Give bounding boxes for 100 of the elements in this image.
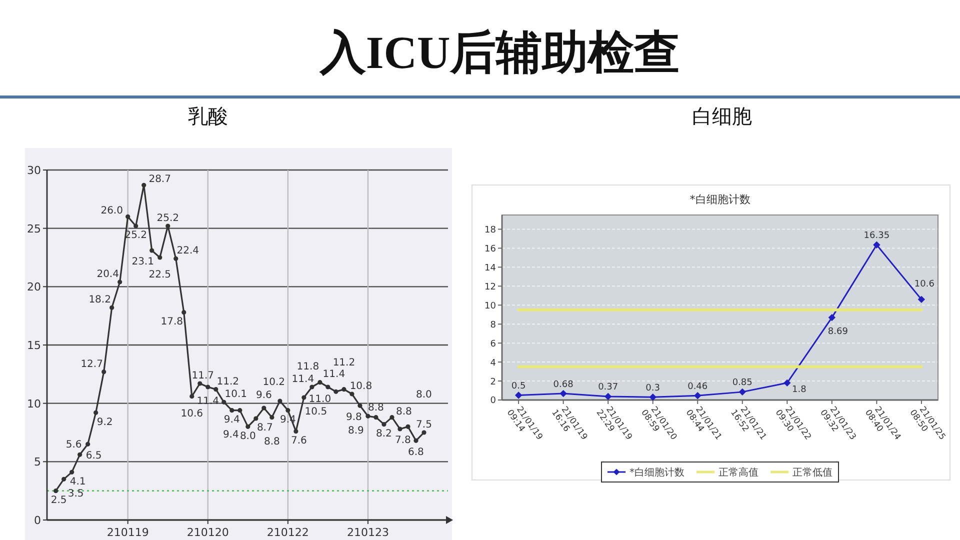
data-label: 22.4	[176, 246, 199, 257]
y-tick-label: 20	[27, 280, 41, 294]
point	[604, 392, 612, 400]
chart-subtitle: 乳酸	[188, 106, 228, 128]
point	[262, 406, 266, 410]
point	[150, 248, 154, 253]
x-tick-label: 210120	[186, 526, 229, 539]
y-tick-label: 25	[27, 222, 41, 236]
point	[110, 305, 114, 310]
data-label: 0.46	[688, 382, 708, 392]
data-label: 10.5	[304, 406, 328, 418]
data-label: 12.7	[80, 358, 103, 370]
point	[190, 394, 194, 399]
data-label: 28.7	[148, 174, 171, 186]
point	[560, 390, 567, 398]
data-label: 5.6	[66, 440, 82, 451]
data-label: 11.4	[322, 369, 346, 380]
data-label: 20.4	[96, 269, 119, 280]
data-label: 9.8	[346, 412, 362, 423]
point	[286, 408, 290, 413]
point	[358, 403, 362, 408]
point	[318, 380, 322, 385]
data-label: 8.7	[256, 422, 273, 434]
data-label: 9.6	[256, 390, 272, 401]
data-label: 22.5	[148, 270, 171, 281]
data-label: 11.8	[296, 361, 320, 372]
point	[70, 470, 74, 474]
chart-title: 白细胞	[692, 106, 752, 128]
data-label: 10.8	[350, 381, 372, 392]
data-label: 25.2	[124, 230, 147, 242]
point	[126, 214, 130, 219]
y-tick-label: 10	[484, 301, 496, 312]
y-tick-label: 2	[490, 377, 496, 388]
point	[54, 488, 58, 494]
point	[230, 408, 234, 413]
y-tick-label: 8	[490, 320, 496, 330]
point	[342, 387, 346, 392]
y-tick-label: 18	[484, 225, 496, 236]
point	[694, 392, 702, 400]
point	[422, 430, 426, 435]
x-tick-label: 210123	[346, 526, 389, 539]
data-label: 0.3	[646, 383, 660, 394]
data-label: 6.5	[86, 450, 102, 462]
y-tick-label: 30	[27, 164, 41, 177]
point	[873, 241, 880, 248]
data-label: 0.5	[511, 381, 526, 392]
point	[158, 255, 162, 260]
point	[142, 182, 146, 188]
point	[828, 314, 836, 322]
point	[310, 384, 314, 390]
point	[294, 429, 298, 434]
data-label: 0.85	[732, 378, 752, 388]
chart-subtitle: *白细胞计数	[690, 193, 750, 206]
data-label: 7.6	[290, 436, 307, 447]
point	[918, 296, 926, 304]
data-label: 8.8	[264, 436, 280, 448]
data-label: 1.8	[792, 385, 807, 396]
x-tick-label: 210122	[266, 526, 309, 539]
point	[406, 424, 410, 429]
data-label: 16.35	[864, 231, 890, 242]
point	[334, 389, 338, 394]
data-label: 8.8	[396, 406, 412, 418]
y-tick-label: 4	[490, 358, 496, 368]
y-tick-label: 0	[490, 396, 496, 406]
y-tick-label: 12	[484, 282, 496, 292]
data-label: 0.37	[598, 382, 618, 393]
data-label: 26.0	[100, 206, 123, 217]
data-label: 10.6	[180, 408, 204, 420]
point	[78, 452, 82, 457]
point	[118, 280, 122, 284]
y-tick-label: 15	[27, 338, 41, 352]
data-label: 11.4	[292, 374, 314, 385]
point	[254, 416, 258, 421]
data-label: 7.8	[395, 435, 411, 446]
point	[278, 398, 282, 404]
point	[270, 415, 274, 420]
data-label: 0.68	[553, 380, 574, 390]
data-label: 9.4	[224, 414, 240, 426]
point	[94, 410, 98, 415]
point	[238, 408, 242, 413]
data-label: 9.4	[222, 430, 239, 441]
point	[374, 415, 378, 420]
data-label: 8.0	[416, 390, 432, 401]
point	[350, 392, 354, 396]
data-label: 17.8	[160, 316, 184, 328]
point	[514, 392, 522, 399]
data-label: 11.2	[332, 357, 356, 368]
point	[182, 310, 186, 315]
data-label: 18.2	[88, 294, 111, 306]
point	[222, 400, 226, 404]
point	[62, 476, 66, 482]
point	[134, 224, 138, 228]
y-tick-label: 6	[490, 339, 496, 350]
data-label: 6.8	[408, 446, 424, 458]
point	[174, 256, 178, 261]
data-label: 9.2	[96, 416, 113, 428]
y-tick-label: 16	[484, 244, 496, 254]
point	[102, 370, 106, 374]
point	[326, 384, 330, 390]
point	[366, 414, 370, 418]
